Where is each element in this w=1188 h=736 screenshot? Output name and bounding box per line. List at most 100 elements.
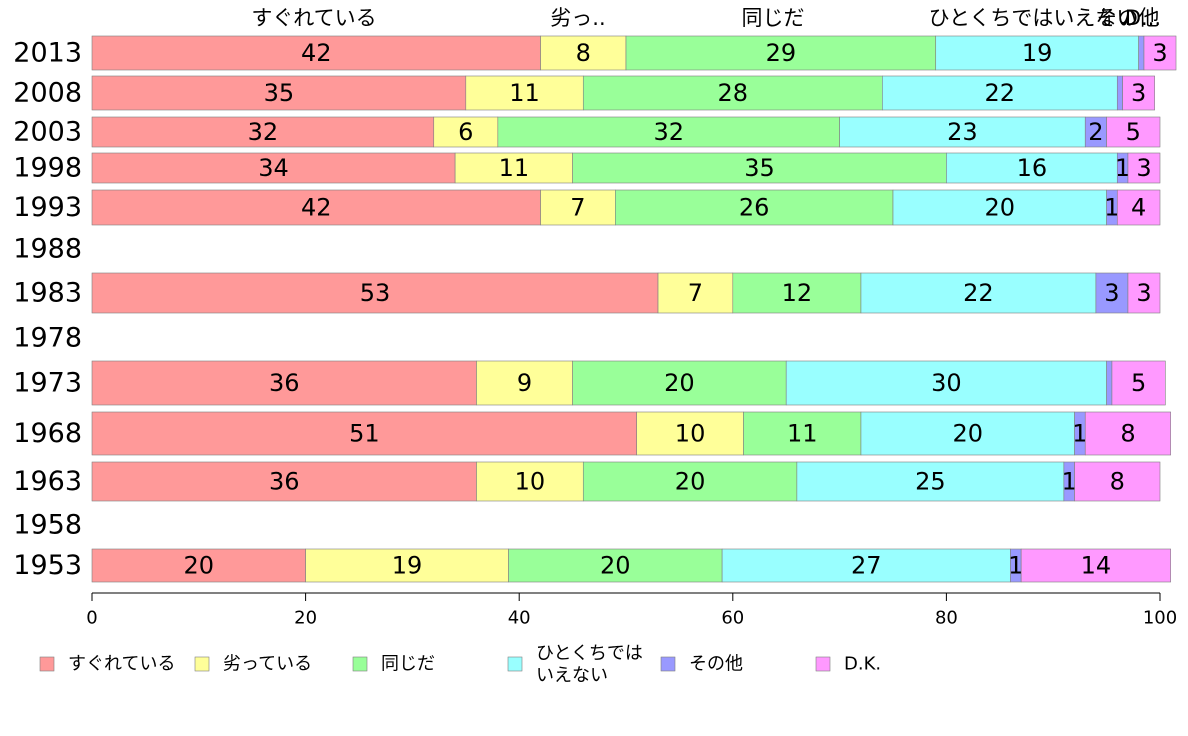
data-label: 20 (664, 369, 695, 397)
data-label: 6 (458, 118, 473, 146)
data-label: 12 (782, 279, 813, 307)
data-label: 8 (1110, 468, 1125, 496)
bar-row-2003: 32 6 32 23 2 5 (91, 116, 1161, 148)
bar-row-1973: 36 9 20 30 5 (91, 360, 1166, 406)
top-series-label: 同じだ (742, 6, 805, 30)
bar-segment (1127, 152, 1161, 184)
data-label: 28 (718, 79, 749, 107)
data-label: 7 (570, 194, 585, 222)
data-label: 36 (269, 468, 300, 496)
legend-item: ひとくちではいえない (507, 643, 643, 686)
data-label: 11 (787, 420, 818, 448)
x-tick-label: 0 (86, 608, 97, 629)
data-label: 19 (392, 552, 423, 580)
bar-segment (1143, 35, 1177, 71)
data-label: 8 (1120, 420, 1135, 448)
data-label: 51 (349, 420, 380, 448)
legend: すぐれている 劣っている 同じだ ひとくちではいえない その他 D.K. (39, 643, 881, 686)
year-label: 1998 (13, 153, 82, 184)
data-label: 34 (258, 154, 289, 182)
data-label: 36 (269, 369, 300, 397)
bar-segment (1020, 548, 1171, 583)
x-tick-label: 80 (935, 608, 958, 629)
legend-label: その他 (689, 654, 743, 675)
bar-segment (1138, 35, 1145, 71)
legend-swatch (39, 656, 55, 672)
bar-segment (572, 360, 787, 406)
bar-segment (433, 116, 499, 148)
data-label: 10 (515, 468, 546, 496)
data-label: 11 (509, 79, 540, 107)
bar-segment (582, 461, 798, 502)
legend-swatch (815, 656, 831, 672)
data-label: 27 (851, 552, 882, 580)
year-label: 1983 (13, 278, 82, 309)
legend-label: 同じだ (381, 654, 435, 675)
data-label: 26 (739, 194, 770, 222)
data-label: 20 (600, 552, 631, 580)
data-label: 25 (915, 468, 946, 496)
bar-segment (497, 116, 840, 148)
bar-segment (1122, 75, 1155, 111)
bar-row-1983: 53 7 12 22 3 3 (91, 272, 1161, 314)
bar-segment (721, 548, 1011, 583)
bar-segment (582, 75, 883, 111)
data-label: 19 (1022, 39, 1053, 67)
bar-segment (91, 189, 541, 226)
legend-item: 同じだ (352, 654, 435, 675)
year-label: 1958 (13, 510, 82, 541)
bar-row-1968: 51 10 11 20 1 8 (91, 411, 1171, 456)
bar-segment (572, 152, 947, 184)
data-label: 1 (1062, 468, 1077, 496)
legend-swatch (507, 656, 523, 672)
data-label: 10 (675, 420, 706, 448)
bar-segment (1116, 75, 1123, 111)
top-series-label: ひとくちではいえない (929, 6, 1138, 30)
bar-segment (91, 116, 435, 148)
data-label: 5 (1131, 369, 1146, 397)
legend-item: すぐれている (39, 654, 175, 675)
top-series-label: すぐれている (251, 6, 376, 30)
x-tick-label: 20 (294, 608, 317, 629)
bar-segment (946, 152, 1118, 184)
data-label: 16 (1017, 154, 1048, 182)
data-label: 8 (576, 39, 591, 67)
bar-segment (636, 411, 744, 456)
data-label: 32 (248, 118, 279, 146)
data-label: 35 (744, 154, 775, 182)
year-labels: 2013 2008 2003 1998 1993 1988 1983 1978 1973 1968… (13, 38, 82, 582)
data-label: 20 (985, 194, 1016, 222)
bar-segment (1095, 272, 1129, 314)
legend-swatch (660, 656, 676, 672)
data-label: 14 (1081, 552, 1112, 580)
legend-item: その他 (660, 654, 743, 675)
x-tick-label: 100 (1143, 608, 1177, 629)
data-label: 1 (1008, 552, 1023, 580)
bar-segment (540, 189, 616, 226)
data-label: 29 (766, 39, 797, 67)
bar-segment (935, 35, 1139, 71)
legend-label: 劣っている (223, 654, 312, 675)
bar-row-2013: 42 8 29 19 3 (91, 35, 1177, 71)
data-label: 7 (688, 279, 703, 307)
data-label: 20 (675, 468, 706, 496)
bar-row-1993: 42 7 26 20 1 4 (91, 189, 1161, 226)
bar-segment (1111, 360, 1166, 406)
data-label: 35 (264, 79, 295, 107)
bars: 42 8 29 19 335 11 28 22 332 6 32 23 2 534 11 35 16 1 342 7 2… (91, 35, 1177, 583)
year-label: 2013 (13, 38, 82, 69)
data-label: 42 (301, 39, 332, 67)
bar-segment (657, 272, 734, 314)
legend-swatch (194, 656, 210, 672)
legend-label: すぐれている (68, 654, 175, 675)
bar-segment (476, 360, 573, 406)
bar-segment (476, 461, 584, 502)
bar-segment (1106, 116, 1161, 148)
year-label: 1963 (13, 466, 82, 497)
top-labels: すぐれている 劣っ.. 同じだ ひとくちではいえないその他D... (251, 6, 1161, 30)
data-label: 2 (1088, 118, 1103, 146)
top-series-label: その他 (1097, 6, 1160, 30)
bar-segment (91, 272, 659, 314)
data-label: 53 (360, 279, 391, 307)
data-label: 42 (301, 194, 332, 222)
